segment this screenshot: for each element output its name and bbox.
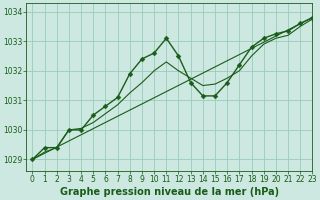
X-axis label: Graphe pression niveau de la mer (hPa): Graphe pression niveau de la mer (hPa) bbox=[60, 187, 279, 197]
